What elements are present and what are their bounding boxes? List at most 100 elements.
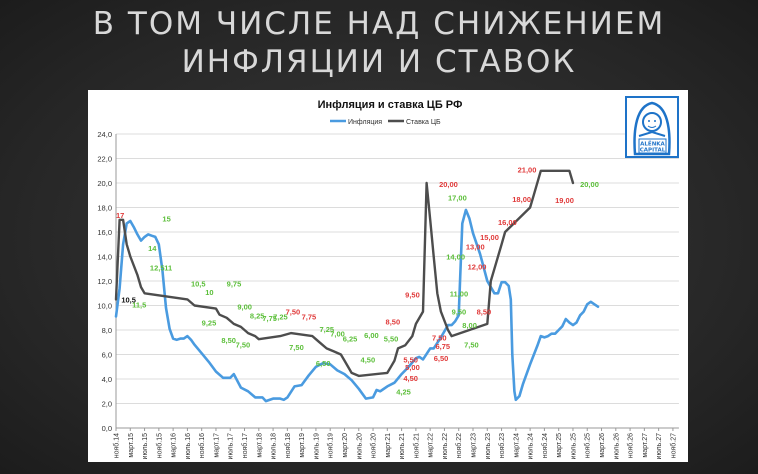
slide-title-line1: В ТОМ ЧИСЛЕ НАД СНИЖЕНИЕМ bbox=[92, 6, 666, 42]
x-tick-label: июль.15 bbox=[142, 433, 149, 460]
rate-annotation: 15,00 bbox=[480, 233, 499, 242]
x-tick-label: июль.27 bbox=[656, 433, 663, 460]
rate-annotation: 7,50 bbox=[286, 308, 301, 317]
rate-annotation: 5,00 bbox=[405, 363, 420, 372]
y-tick-label: 14,0 bbox=[97, 253, 112, 262]
x-tick-label: нояб.22 bbox=[455, 433, 463, 458]
rate-annotation: 15 bbox=[162, 215, 170, 224]
rate-annotation: 9,25 bbox=[202, 319, 217, 328]
x-tick-label: нояб.27 bbox=[669, 433, 677, 458]
x-tick-label: нояб.17 bbox=[241, 433, 249, 458]
rate-annotation: 7,50 bbox=[289, 343, 304, 352]
chart-title: Инфляция и ставка ЦБ РФ bbox=[318, 99, 463, 111]
rate-annotation: 6,50 bbox=[316, 359, 331, 368]
svg-text:ALËNKA: ALËNKA bbox=[640, 141, 665, 148]
x-tick-label: нояб.24 bbox=[541, 433, 549, 458]
x-tick-label: июль.24 bbox=[528, 433, 535, 460]
x-tick-label: март.15 bbox=[128, 433, 135, 458]
x-tick-label: март.24 bbox=[513, 433, 520, 458]
rate-annotation: 20,00 bbox=[580, 180, 599, 189]
y-tick-label: 12,0 bbox=[97, 277, 112, 286]
x-tick-label: июль.21 bbox=[399, 433, 406, 460]
rate-annotation: 7,50 bbox=[432, 333, 447, 342]
rate-annotation: 10 bbox=[205, 288, 213, 297]
x-tick-label: март.21 bbox=[385, 433, 392, 458]
rate-annotation: 11,5 bbox=[132, 300, 146, 309]
rate-annotation: 11,00 bbox=[450, 289, 468, 298]
rate-annotation: 19,00 bbox=[555, 196, 574, 205]
x-tick-label: март.22 bbox=[428, 433, 435, 458]
key-rate-line bbox=[114, 169, 575, 378]
y-tick-label: 10,0 bbox=[97, 302, 112, 311]
x-tick-label: июль.20 bbox=[356, 433, 363, 460]
rate-annotation: 17,00 bbox=[448, 194, 467, 203]
legend-label-inflation: Инфляция bbox=[348, 119, 382, 126]
x-tick-label: июль.22 bbox=[442, 433, 449, 460]
x-tick-label: июль.17 bbox=[228, 433, 235, 460]
rate-annotation: 9,50 bbox=[405, 290, 420, 299]
rate-annotation: 10,5 bbox=[191, 279, 206, 288]
y-tick-label: 22,0 bbox=[97, 155, 112, 164]
rate-annotation: 16,00 bbox=[498, 218, 517, 227]
rate-annotation: 8,00 bbox=[462, 321, 477, 330]
rate-annotation: 5,50 bbox=[384, 335, 399, 344]
y-tick-label: 2,0 bbox=[102, 400, 112, 409]
legend: Инфляция Ставка ЦБ bbox=[330, 119, 441, 126]
x-tick-label: июль.16 bbox=[185, 433, 192, 460]
rate-annotation: 8,50 bbox=[477, 308, 492, 317]
x-tick-label: нояб.26 bbox=[627, 433, 635, 458]
x-tick-label: нояб.21 bbox=[412, 433, 420, 458]
x-tick-label: март.25 bbox=[556, 433, 563, 458]
x-tick-label: нояб.18 bbox=[284, 433, 292, 458]
rate-annotation: 5,50 bbox=[403, 355, 418, 364]
rate-annotation: 12,5 bbox=[150, 264, 165, 273]
svg-text:CAPITAL: CAPITAL bbox=[640, 148, 666, 154]
rate-annotation: 8,25 bbox=[250, 311, 265, 320]
rate-annotation: 11 bbox=[164, 264, 172, 273]
x-tick-label: июль.19 bbox=[313, 433, 320, 460]
rate-annotation: 4,50 bbox=[361, 355, 376, 364]
rate-annotation: 21,00 bbox=[518, 166, 537, 175]
x-tick-label: март.19 bbox=[299, 433, 306, 458]
x-tick-label: март.23 bbox=[471, 433, 478, 458]
x-tick-label: нояб.14 bbox=[113, 433, 121, 458]
x-tick-label: нояб.15 bbox=[155, 433, 163, 458]
rate-annotation: 8,50 bbox=[221, 336, 236, 345]
chart-panel bbox=[88, 90, 688, 462]
x-tick-label: июль.25 bbox=[570, 433, 577, 460]
rate-annotation: 18,00 bbox=[512, 195, 531, 204]
y-tick-label: 4,0 bbox=[102, 375, 112, 384]
rate-annotation: 6,00 bbox=[364, 331, 379, 340]
y-tick-label: 16,0 bbox=[97, 228, 112, 237]
x-tick-label: нояб.16 bbox=[198, 433, 206, 458]
rate-annotation: 9,75 bbox=[227, 279, 242, 288]
x-tick-label: март.20 bbox=[342, 433, 349, 458]
rate-annotation: 6,50 bbox=[434, 354, 449, 363]
rate-annotation: 7,25 bbox=[273, 313, 288, 322]
x-tick-label: июль.26 bbox=[613, 433, 620, 460]
rate-annotation: 14,00 bbox=[446, 253, 465, 262]
x-tick-label: нояб.23 bbox=[498, 433, 506, 458]
x-tick-label: июль.18 bbox=[271, 433, 278, 460]
x-tick-label: март.27 bbox=[642, 433, 649, 458]
x-tick-label: март.17 bbox=[213, 433, 220, 458]
y-tick-label: 18,0 bbox=[97, 204, 112, 213]
x-tick-label: нояб.19 bbox=[327, 433, 335, 458]
rate-annotation: 7,00 bbox=[330, 330, 345, 339]
rate-annotation: 9,50 bbox=[452, 308, 467, 317]
y-tick-label: 8,0 bbox=[102, 326, 112, 335]
y-tick-label: 20,0 bbox=[97, 179, 112, 188]
rate-annotation: 6,25 bbox=[343, 335, 358, 344]
rate-annotation: 4,25 bbox=[396, 387, 411, 396]
rate-annotation: 9,00 bbox=[237, 303, 252, 312]
x-tick-label: нояб.25 bbox=[584, 433, 592, 458]
x-tick-label: март.18 bbox=[256, 433, 263, 458]
rate-annotation: 13,00 bbox=[466, 243, 485, 252]
rate-annotation: 7,50 bbox=[236, 341, 251, 350]
alenka-capital-logo: ALËNKA CAPITAL bbox=[625, 96, 679, 158]
x-tick-label: март.16 bbox=[171, 433, 178, 458]
y-tick-label: 6,0 bbox=[102, 351, 112, 360]
rate-annotation: 17 bbox=[116, 211, 124, 220]
x-tick-label: июль.23 bbox=[485, 433, 492, 460]
rate-annotation: 6,75 bbox=[436, 342, 451, 351]
